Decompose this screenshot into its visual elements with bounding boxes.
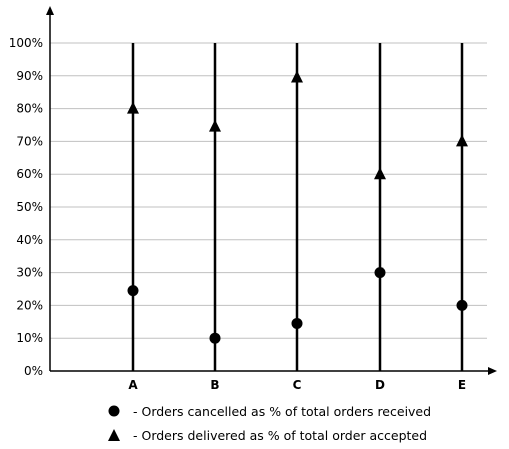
legend: - Orders cancelled as % of total orders … bbox=[107, 399, 431, 447]
y-tick-label: 100% bbox=[9, 36, 43, 50]
y-tick-label: 0% bbox=[24, 364, 43, 378]
gridlines bbox=[50, 42, 487, 339]
y-tick-label: 20% bbox=[16, 298, 43, 312]
x-tick-label: C bbox=[293, 378, 302, 392]
y-tick-label: 80% bbox=[16, 102, 43, 116]
y-axis-arrow-icon bbox=[46, 6, 54, 15]
legend-item-delivered: - Orders delivered as % of total order a… bbox=[107, 423, 431, 447]
circle-marker bbox=[374, 267, 386, 279]
axes bbox=[46, 6, 497, 375]
x-tick-labels: A B C D E bbox=[128, 378, 466, 392]
x-tick-label: B bbox=[210, 378, 219, 392]
y-tick-label: 90% bbox=[16, 69, 43, 83]
y-tick-label: 70% bbox=[16, 134, 43, 148]
y-tick-labels: 0% 10% 20% 30% 40% 50% 60% 70% 80% 90% 100% bbox=[9, 36, 43, 378]
triangle-marker-icon bbox=[108, 429, 120, 441]
triangle-marker bbox=[374, 167, 386, 180]
circle-marker bbox=[291, 317, 303, 329]
legend-item-cancelled: - Orders cancelled as % of total orders … bbox=[107, 399, 431, 423]
circle-marker bbox=[209, 332, 221, 344]
legend-label-delivered: - Orders delivered as % of total order a… bbox=[133, 427, 428, 443]
x-tick-label: E bbox=[458, 378, 466, 392]
y-tick-label: 10% bbox=[16, 331, 43, 345]
triangle-marker bbox=[456, 134, 468, 147]
data-points bbox=[127, 70, 468, 344]
circle-marker bbox=[127, 285, 139, 297]
legend-label-cancelled: - Orders cancelled as % of total orders … bbox=[133, 403, 432, 419]
x-tick-label: A bbox=[128, 378, 138, 392]
circle-marker bbox=[456, 299, 468, 311]
y-tick-label: 60% bbox=[16, 167, 43, 181]
y-tick-label: 50% bbox=[16, 200, 43, 214]
circle-marker-icon bbox=[108, 405, 120, 417]
triangle-marker bbox=[209, 119, 221, 132]
chart: 0% 10% 20% 30% 40% 50% 60% 70% 80% 90% 100% A B C D E bbox=[9, 6, 497, 392]
x-axis-arrow-icon bbox=[488, 367, 497, 375]
triangle-marker bbox=[291, 70, 303, 83]
y-tick-label: 40% bbox=[16, 233, 43, 247]
triangle-marker bbox=[127, 101, 139, 114]
category-lines bbox=[131, 43, 464, 371]
y-tick-label: 30% bbox=[16, 266, 43, 280]
x-tick-label: D bbox=[375, 378, 385, 392]
